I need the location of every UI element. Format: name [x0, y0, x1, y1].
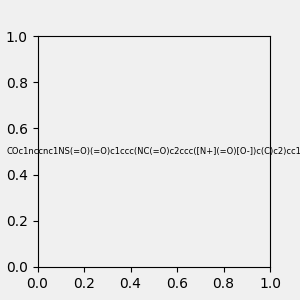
Text: COc1nccnc1NS(=O)(=O)c1ccc(NC(=O)c2ccc([N+](=O)[O-])c(C)c2)cc1: COc1nccnc1NS(=O)(=O)c1ccc(NC(=O)c2ccc([N…	[6, 147, 300, 156]
